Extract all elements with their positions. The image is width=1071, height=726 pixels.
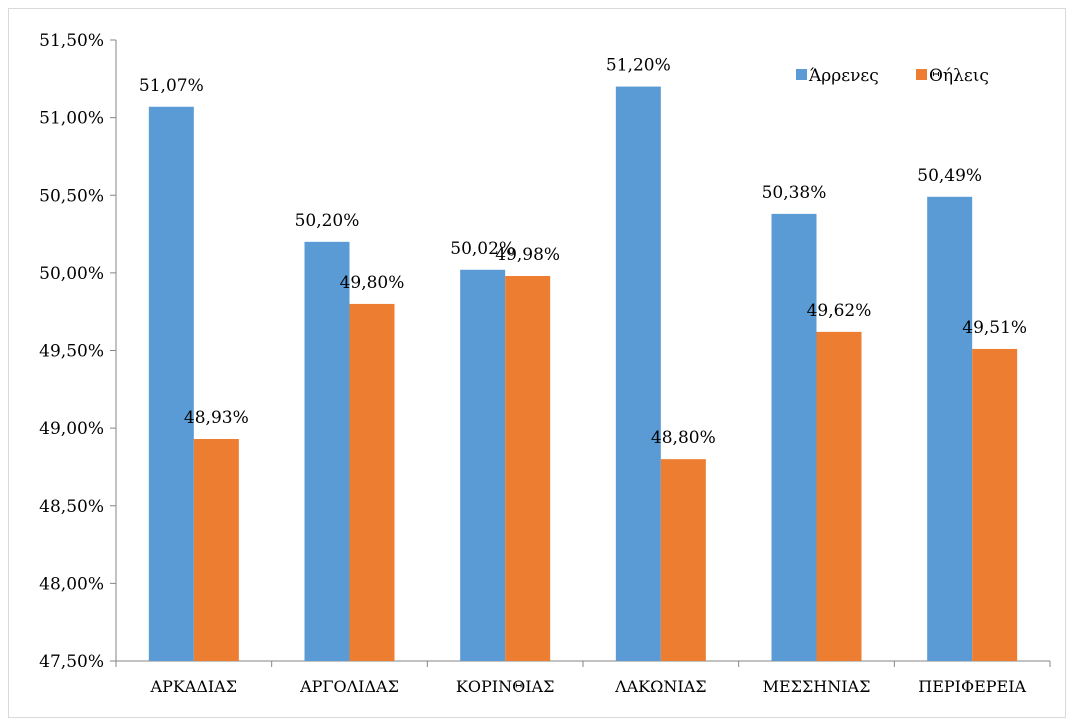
x-tick-label: ΚΟΡΙΝΘΙΑΣ <box>456 677 554 696</box>
bar-arrenes <box>927 196 973 662</box>
x-tick-label: ΜΕΣΣΗΝΙΑΣ <box>763 677 871 696</box>
x-tick-label: ΛΑΚΩΝΙΑΣ <box>614 677 707 696</box>
y-tick-label: 50,00% <box>39 264 104 284</box>
data-label: 50,20% <box>295 211 360 231</box>
bar-arrenes <box>148 106 194 661</box>
bar-arrenes <box>615 86 661 661</box>
bar-thileis <box>816 331 862 661</box>
data-label: 50,38% <box>762 183 827 203</box>
bars <box>148 86 1018 662</box>
bar-arrenes <box>304 241 350 661</box>
legend-label: Θήλεις <box>929 66 989 86</box>
y-tick-label: 49,50% <box>39 342 104 362</box>
data-label: 49,51% <box>962 318 1027 338</box>
y-tick-label: 49,00% <box>39 419 104 439</box>
legend-swatch <box>916 69 927 80</box>
data-label: 48,93% <box>184 408 249 428</box>
data-label: 50,02% <box>450 239 515 259</box>
bar-arrenes <box>460 269 506 661</box>
data-label: 49,98% <box>495 245 560 265</box>
bar-thileis <box>660 459 706 661</box>
bar-arrenes <box>771 213 817 661</box>
y-tick-label: 51,50% <box>39 31 104 51</box>
bar-thileis <box>972 348 1018 661</box>
y-tick-label: 48,00% <box>39 574 104 594</box>
legend-label: Άρρενες <box>808 66 879 86</box>
y-tick-label: 50,50% <box>39 186 104 206</box>
x-tick-label: ΑΡΚΑΔΙΑΣ <box>150 677 238 696</box>
legend: Άρρενες Θήλεις <box>796 66 989 86</box>
y-tick-label: 48,50% <box>39 497 104 517</box>
data-label: 48,80% <box>651 428 716 448</box>
data-label: 50,49% <box>917 166 982 186</box>
legend-swatch <box>796 69 807 80</box>
axes: 47,50% 48,00% 48,50% 49,00% 49,50% 50,00% 50,5… <box>39 31 1051 696</box>
bar-thileis <box>193 438 239 661</box>
bar-thileis <box>349 303 395 661</box>
data-label: 51,20% <box>606 56 671 76</box>
data-label: 49,62% <box>807 301 872 321</box>
data-label: 49,80% <box>340 273 405 293</box>
bar-thileis <box>505 275 551 661</box>
x-tick-label: ΑΡΓΟΛΙΔΑΣ <box>299 677 399 696</box>
x-tick-label: ΠΕΡΙΦΕΡΕΙΑ <box>918 677 1026 696</box>
y-tick-label: 51,00% <box>39 109 104 129</box>
data-label: 51,07% <box>139 76 204 96</box>
y-tick-label: 47,50% <box>39 652 104 672</box>
data-labels: 51,07% 50,20% 50,02% 51,20% 50,38% 50,49% 48,9… <box>139 56 1027 449</box>
